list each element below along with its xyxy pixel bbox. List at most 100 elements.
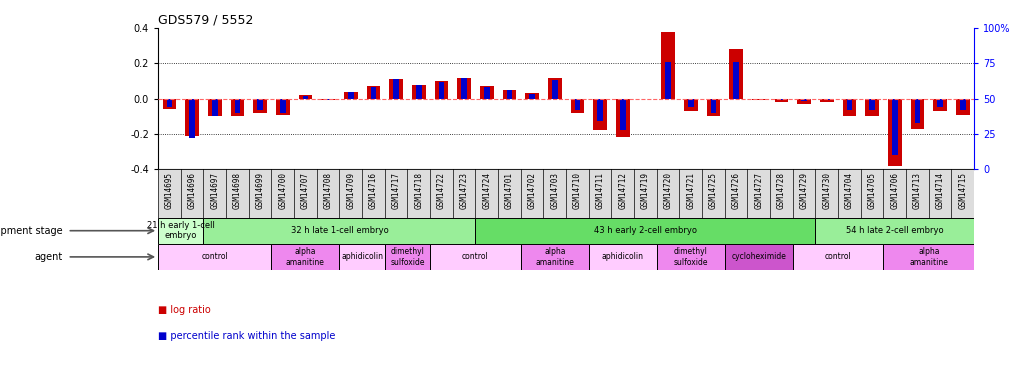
Bar xyxy=(792,244,882,270)
Text: GSM14712: GSM14712 xyxy=(618,172,627,208)
Bar xyxy=(325,99,330,100)
Text: aphidicolin: aphidicolin xyxy=(340,252,383,261)
Text: ■ percentile rank within the sample: ■ percentile rank within the sample xyxy=(158,331,335,341)
Text: GSM14710: GSM14710 xyxy=(573,172,582,208)
Bar xyxy=(271,244,339,270)
Bar xyxy=(959,99,965,110)
Text: dimethyl
sulfoxide: dimethyl sulfoxide xyxy=(673,247,707,267)
Bar xyxy=(506,90,512,99)
Bar xyxy=(864,99,878,116)
Bar xyxy=(620,99,625,130)
Bar xyxy=(158,244,271,270)
Bar xyxy=(814,217,973,244)
Text: GSM14709: GSM14709 xyxy=(345,172,355,208)
Bar xyxy=(339,244,384,270)
Text: 54 h late 2-cell embryo: 54 h late 2-cell embryo xyxy=(845,226,943,235)
Text: 43 h early 2-cell embryo: 43 h early 2-cell embryo xyxy=(593,226,696,235)
Bar xyxy=(936,99,942,107)
Bar xyxy=(393,79,398,99)
Text: cycloheximide: cycloheximide xyxy=(731,252,786,261)
Text: GSM14719: GSM14719 xyxy=(640,172,649,208)
Bar xyxy=(615,99,629,138)
Bar xyxy=(664,62,671,99)
Bar xyxy=(162,99,176,109)
Bar xyxy=(797,99,810,104)
Text: GSM14711: GSM14711 xyxy=(595,172,604,208)
Bar xyxy=(299,95,312,99)
Bar xyxy=(888,99,901,166)
Bar xyxy=(687,99,693,107)
Bar xyxy=(773,99,788,102)
Text: GSM14696: GSM14696 xyxy=(187,172,197,208)
Bar xyxy=(483,87,489,99)
Bar xyxy=(521,244,588,270)
Bar xyxy=(777,99,784,100)
Bar xyxy=(461,78,467,99)
Bar xyxy=(660,32,675,99)
Bar xyxy=(882,244,973,270)
Bar xyxy=(279,99,285,113)
Text: agent: agent xyxy=(35,252,63,262)
Text: control: control xyxy=(824,252,851,261)
Text: GSM14703: GSM14703 xyxy=(549,172,558,208)
Text: GSM14695: GSM14695 xyxy=(165,172,174,208)
Text: GSM14713: GSM14713 xyxy=(912,172,921,208)
Text: GSM14721: GSM14721 xyxy=(686,172,695,208)
Text: GSM14706: GSM14706 xyxy=(890,172,899,208)
Bar xyxy=(389,79,403,99)
Bar xyxy=(819,99,833,102)
Text: GSM14714: GSM14714 xyxy=(934,172,944,208)
Bar xyxy=(725,244,792,270)
Text: alpha
amanitine: alpha amanitine xyxy=(535,247,574,267)
Bar xyxy=(597,99,602,121)
Bar xyxy=(525,93,538,99)
Bar xyxy=(502,90,516,99)
Text: GSM14723: GSM14723 xyxy=(460,172,468,208)
Bar xyxy=(910,99,923,129)
Text: GSM14715: GSM14715 xyxy=(957,172,966,208)
Bar xyxy=(457,78,471,99)
Bar xyxy=(434,81,447,99)
Text: GSM14699: GSM14699 xyxy=(256,172,264,208)
Text: dimethyl
sulfoxide: dimethyl sulfoxide xyxy=(390,247,424,267)
Bar xyxy=(729,49,742,99)
Text: GSM14725: GSM14725 xyxy=(708,172,717,208)
Text: GSM14704: GSM14704 xyxy=(844,172,853,208)
Text: development stage: development stage xyxy=(0,226,63,236)
Text: control: control xyxy=(201,252,228,261)
Bar xyxy=(593,99,606,130)
Bar xyxy=(570,99,584,113)
Bar xyxy=(733,62,738,99)
Text: GSM14729: GSM14729 xyxy=(799,172,808,208)
Bar xyxy=(529,94,534,99)
Bar xyxy=(253,99,267,113)
Bar xyxy=(475,217,814,244)
Bar xyxy=(438,82,444,99)
Text: GSM14700: GSM14700 xyxy=(278,172,287,208)
Bar xyxy=(891,99,897,155)
Bar xyxy=(480,86,493,99)
Bar xyxy=(412,85,425,99)
Text: GSM14730: GSM14730 xyxy=(821,172,830,208)
Text: GSM14705: GSM14705 xyxy=(867,172,875,208)
Bar xyxy=(234,99,240,113)
Text: GSM14727: GSM14727 xyxy=(753,172,762,208)
Text: alpha
amanitine: alpha amanitine xyxy=(285,247,325,267)
Bar xyxy=(684,99,697,111)
Bar xyxy=(384,244,430,270)
Text: GSM14701: GSM14701 xyxy=(504,172,514,208)
Text: GSM14707: GSM14707 xyxy=(301,172,310,208)
Bar xyxy=(190,99,195,138)
Bar xyxy=(347,92,354,99)
Bar xyxy=(932,99,946,111)
Bar xyxy=(914,99,919,123)
Bar xyxy=(303,96,308,99)
Text: GSM14724: GSM14724 xyxy=(482,172,491,208)
Bar xyxy=(158,217,203,244)
Bar xyxy=(706,99,719,116)
Text: aphidicolin: aphidicolin xyxy=(601,252,643,261)
Bar xyxy=(955,99,969,114)
Bar xyxy=(846,99,852,110)
Bar xyxy=(551,80,557,99)
Bar xyxy=(185,99,199,136)
